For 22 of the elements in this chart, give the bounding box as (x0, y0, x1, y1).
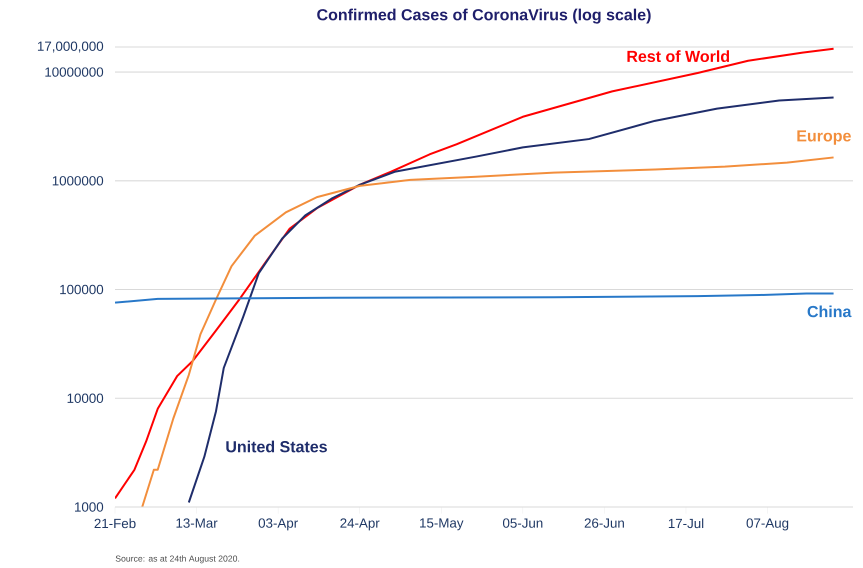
y-tick-label: 1000000 (52, 176, 104, 186)
x-tick-label: 05-Jun (502, 518, 542, 528)
y-tick-label: 10000000 (45, 67, 104, 77)
x-tick-label: 17-Jul (668, 518, 704, 528)
x-tick-label: 15-May (420, 518, 464, 530)
series-label: Rest of World (627, 50, 730, 62)
series-label: China (808, 305, 852, 318)
y-tick-label: 17,000,000 (38, 42, 104, 53)
x-tick-label: 07-Aug (746, 518, 788, 530)
y-tick-label: 100000 (60, 284, 104, 294)
y-tick-label: 10000 (68, 394, 104, 403)
line-series (115, 292, 835, 304)
series-label: Europe (797, 130, 851, 145)
x-tick-label: 13-Mar (176, 518, 218, 528)
chart-title: Confirmed Cases of CoronaVirus (log scale) (317, 8, 651, 24)
x-tick-label: 21-Feb (94, 518, 136, 528)
source-note: Source: as at 24th August 2020. (116, 555, 240, 564)
x-tick-label: 24-Apr (340, 518, 380, 530)
y-tick-label: 1000 (75, 502, 104, 512)
x-tick-label: 26-Jun (584, 518, 624, 528)
x-tick-label: 03-Apr (258, 518, 298, 530)
series-label: United States (226, 440, 327, 452)
